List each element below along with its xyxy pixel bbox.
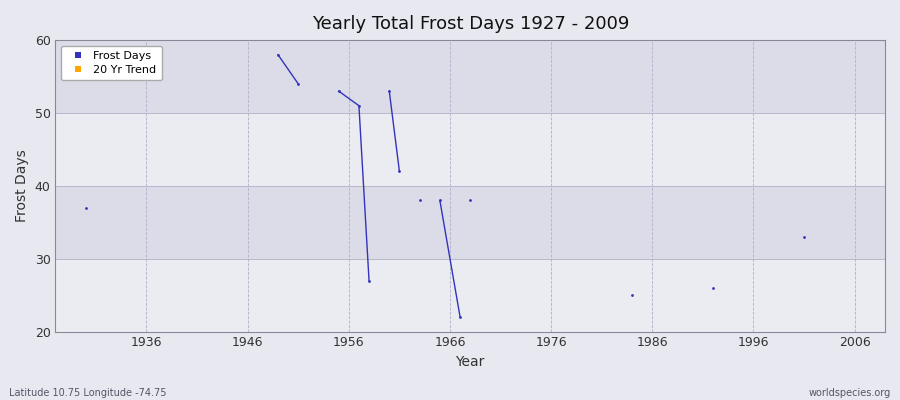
Point (625, 292, 639, 298)
Title: Yearly Total Frost Days 1927 - 2009: Yearly Total Frost Days 1927 - 2009 (311, 15, 629, 33)
Bar (56, 113, 885, 186)
X-axis label: Year: Year (455, 355, 485, 369)
Bar (56, 259, 885, 332)
Text: worldspecies.org: worldspecies.org (809, 388, 891, 398)
Y-axis label: Frost Days: Frost Days (15, 150, 29, 222)
Point (433, 197, 447, 204)
Point (78, 204, 93, 211)
Bar (56, 40, 885, 113)
Point (706, 285, 720, 291)
Point (412, 197, 427, 204)
Bar (56, 186, 885, 259)
Point (453, 314, 467, 320)
Point (463, 197, 477, 204)
Legend: Frost Days, 20 Yr Trend: Frost Days, 20 Yr Trend (61, 46, 162, 80)
Point (352, 102, 366, 109)
Point (382, 88, 397, 94)
Point (392, 168, 407, 174)
Text: Latitude 10.75 Longitude -74.75: Latitude 10.75 Longitude -74.75 (9, 388, 166, 398)
Point (796, 234, 811, 240)
Point (362, 277, 376, 284)
Point (291, 81, 305, 87)
Point (271, 52, 285, 58)
Point (331, 88, 346, 94)
